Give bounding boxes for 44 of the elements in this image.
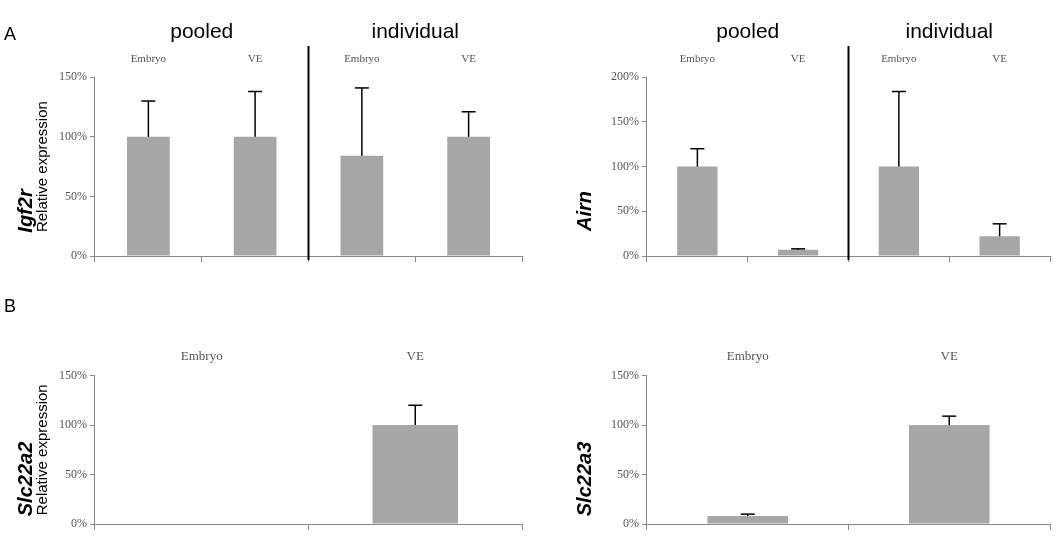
text: Airn [572, 191, 595, 232]
text: individual [371, 19, 460, 43]
y-tick-label: 0% [623, 248, 639, 263]
x-tick-label: VE [940, 348, 958, 364]
bar [878, 166, 920, 256]
bar [979, 236, 1020, 256]
y-tick-label: 0% [71, 248, 87, 263]
y-tick-label: 150% [59, 367, 87, 382]
y-tick-label: 100% [59, 128, 87, 143]
x-tick-label: VE [406, 348, 424, 364]
text: B [4, 295, 17, 316]
y-tick-label: 50% [617, 203, 639, 218]
text: Igf2r [13, 188, 36, 233]
y-tick-label: 100% [611, 417, 639, 432]
text: individual [905, 19, 994, 43]
x-tick-label: VE [992, 52, 1008, 65]
x-tick-label: VE [790, 52, 806, 65]
y-tick-label: 150% [611, 367, 639, 382]
x-tick-label: Embryo [679, 52, 716, 65]
y-tick-label: 150% [611, 114, 639, 129]
text: pooled [716, 19, 780, 43]
bar [777, 249, 819, 256]
x-tick-label: Embryo [344, 52, 381, 65]
y-tick-label: 50% [65, 466, 87, 481]
text: pooled [170, 19, 234, 43]
x-tick-label: VE [461, 52, 477, 65]
y-tick-label: 100% [611, 158, 639, 173]
x-tick-label: Embryo [881, 52, 918, 65]
bar [677, 166, 718, 256]
x-tick-label: Embryo [180, 348, 223, 364]
y-tick-label: 0% [71, 516, 87, 531]
text: A [4, 23, 17, 44]
y-tick-label: 200% [611, 69, 639, 84]
x-tick-label: Embryo [130, 52, 167, 65]
y-tick-label: 100% [59, 417, 87, 432]
y-axis-title: Relative expression [33, 384, 51, 516]
text: Slc22a2 [13, 441, 36, 517]
text: Slc22a3 [572, 441, 595, 517]
y-tick-label: 50% [65, 188, 87, 203]
x-tick-label: VE [247, 52, 263, 65]
y-tick-label: 0% [623, 516, 639, 531]
y-tick-label: 150% [59, 69, 87, 84]
x-tick-label: Embryo [726, 348, 769, 364]
y-tick-label: 50% [617, 466, 639, 481]
